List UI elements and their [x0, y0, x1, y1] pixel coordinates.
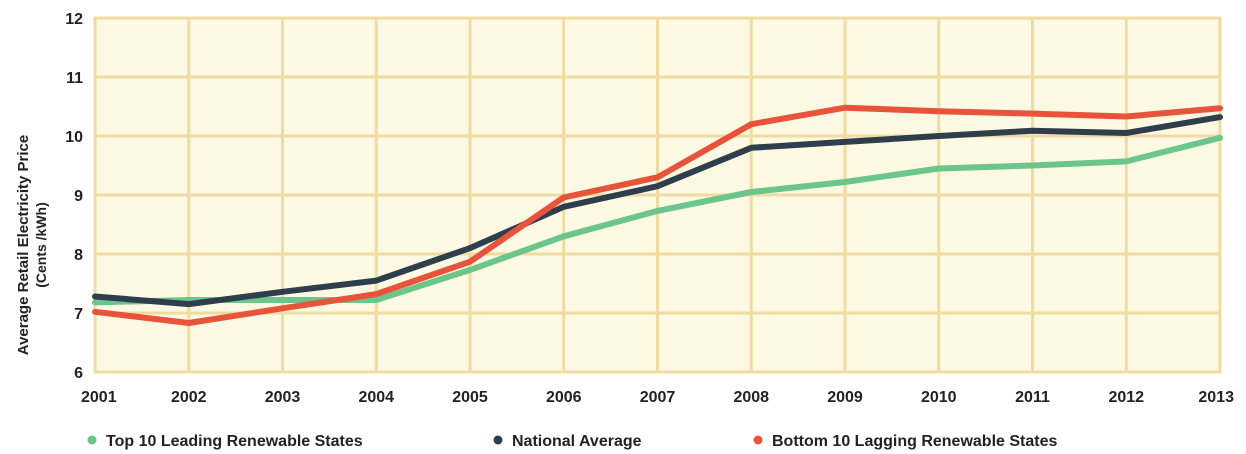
x-tick-label: 2007 — [640, 389, 676, 406]
y-tick-label: 7 — [74, 306, 83, 323]
y-axis-title: Average Retail Electricity Price — [15, 135, 32, 355]
legend-marker-1 — [87, 435, 97, 445]
legend-label-2: National Average — [512, 433, 642, 450]
y-axis-unit: (Cents /kWh) — [33, 202, 49, 288]
x-tick-label: 2011 — [1015, 389, 1050, 406]
y-tick-label: 9 — [74, 188, 83, 205]
y-tick-label: 10 — [65, 129, 83, 146]
x-axis-ticks: 2001 2002 2003 2004 2005 2006 2007 2008 2009 2010… — [81, 389, 1234, 406]
x-tick-label: 2002 — [171, 389, 207, 406]
x-tick-label: 2010 — [921, 389, 957, 406]
x-tick-label: 2013 — [1198, 389, 1234, 406]
y-tick-label: 11 — [66, 70, 83, 87]
y-tick-label: 12 — [65, 11, 83, 28]
series-lines — [92, 104, 1223, 326]
y-tick-label: 8 — [74, 247, 83, 264]
legend-label-3: Bottom 10 Lagging Renewable States — [772, 433, 1057, 450]
y-tick-label: 6 — [74, 365, 83, 382]
series-line-1 — [92, 134, 1223, 306]
x-tick-label: 2004 — [358, 389, 394, 406]
series-line-2 — [92, 114, 1223, 308]
series-line-3 — [92, 104, 1223, 326]
x-tick-label: 2009 — [827, 389, 863, 406]
legend-marker-2 — [493, 435, 503, 445]
x-tick-label: 2001 — [81, 389, 117, 406]
legend-label-1: Top 10 Leading Renewable States — [106, 433, 363, 450]
legend: Top 10 Leading Renewable States National … — [87, 433, 1057, 450]
horizontal-gridlines — [95, 16, 1220, 374]
x-tick-label: 2003 — [265, 389, 301, 406]
x-tick-label: 2008 — [733, 389, 769, 406]
legend-marker-3 — [753, 435, 763, 445]
y-axis-ticks: 6 7 8 9 10 11 12 — [65, 11, 83, 382]
x-tick-label: 2005 — [452, 389, 488, 406]
x-tick-label: 2006 — [546, 389, 582, 406]
x-tick-label: 2012 — [1108, 389, 1144, 406]
